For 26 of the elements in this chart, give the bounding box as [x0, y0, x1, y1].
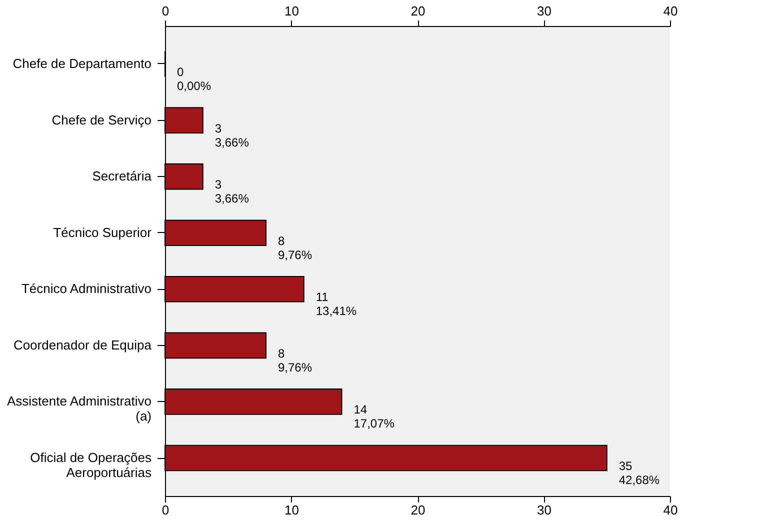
x-tick-label: 10 [284, 502, 299, 518]
x2-tick-label: 10 [284, 4, 299, 18]
x2-tick-label: 20 [410, 4, 426, 18]
data-label: 8 9,76% [278, 234, 312, 262]
x2-tick-label: 40 [663, 4, 678, 18]
x2-tick-label: 30 [537, 4, 552, 18]
data-label: 8 9,76% [278, 346, 312, 374]
y-tick-label: Oficial de Operações Aeroportuárias [30, 450, 152, 480]
x-tick-label: 40 [663, 502, 678, 518]
x-tick-label: 20 [410, 502, 426, 518]
y-tick-label: Coordenador de Equipa [13, 337, 152, 352]
y-tick-label: Chefe de Departamento [12, 56, 152, 71]
data-label: 14 17,07% [354, 402, 395, 431]
y-tick-label: Chefe de Serviço [52, 112, 152, 128]
y-tick-label: Secretária [92, 168, 152, 184]
x2-tick-label: 0 [162, 4, 170, 18]
data-label: 3 3,66% [214, 178, 250, 206]
data-label: 35 42,68% [618, 459, 660, 488]
data-label: 11 13,41% [316, 290, 357, 318]
y-tick-label: Técnico Administrativo [21, 281, 152, 296]
y-tick-label: Técnico Superior [53, 224, 152, 240]
data-label: 0 0,00% [177, 64, 212, 93]
x-tick-label: 0 [162, 502, 170, 518]
x-tick-label: 30 [537, 502, 552, 518]
y-tick-label: Assistente Administrativo (a) [6, 394, 152, 424]
data-label: 3 3,66% [214, 121, 250, 150]
